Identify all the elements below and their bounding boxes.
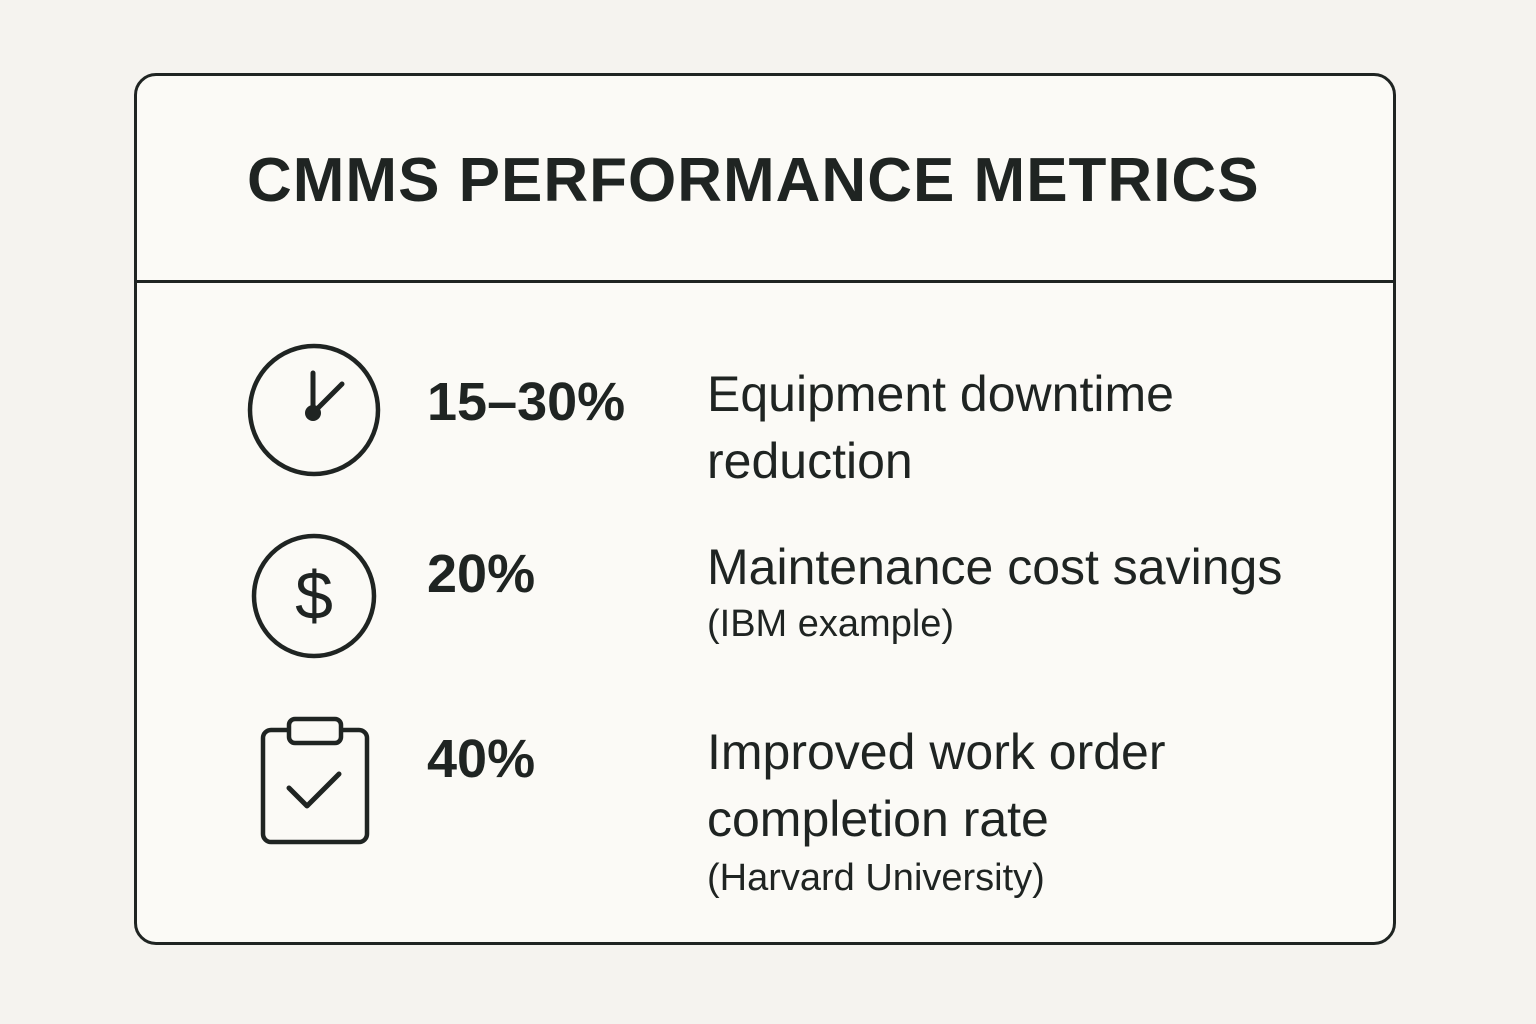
metric-description: Equipment downtime reduction bbox=[707, 361, 1174, 495]
metric-note: (IBM example) bbox=[707, 603, 955, 645]
metric-description: Improved work order completion rate (Har… bbox=[707, 719, 1166, 897]
metric-value: 20% bbox=[427, 544, 536, 604]
description-line: Equipment downtime bbox=[707, 366, 1174, 422]
clock-icon bbox=[245, 341, 383, 479]
page-title: CMMS PERFORMANCE METRICS bbox=[247, 146, 1260, 215]
description-line: Improved work order bbox=[707, 724, 1166, 780]
metric-description: Maintenance cost savings (IBM example) bbox=[707, 534, 1282, 643]
clipboard-check-icon bbox=[259, 716, 371, 848]
description-line: reduction bbox=[707, 433, 913, 489]
metrics-card: CMMS PERFORMANCE METRICS 15–30% Equipmen… bbox=[134, 73, 1396, 945]
metric-value: 40% bbox=[427, 729, 536, 789]
metric-note: (Harvard University) bbox=[707, 857, 1045, 899]
description-line: Maintenance cost savings bbox=[707, 539, 1283, 595]
dollar-glyph: $ bbox=[295, 558, 333, 634]
metric-value: 15–30% bbox=[427, 372, 626, 432]
description-line: completion rate bbox=[707, 791, 1049, 847]
card-header: CMMS PERFORMANCE METRICS bbox=[137, 76, 1393, 283]
dollar-icon: $ bbox=[249, 531, 379, 661]
